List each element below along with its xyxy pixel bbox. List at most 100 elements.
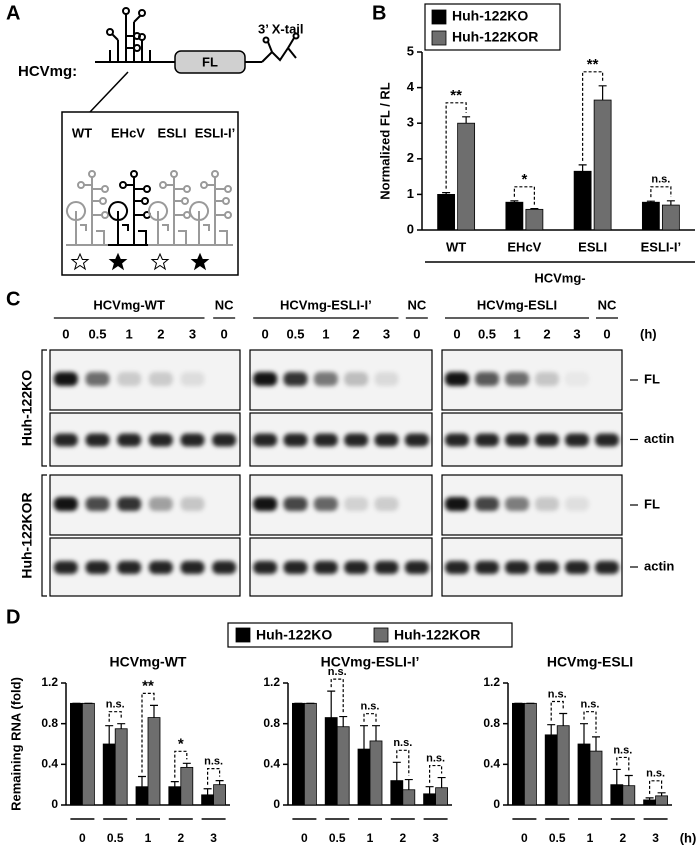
y-tick-label: 1 xyxy=(407,186,414,201)
loop xyxy=(106,28,114,36)
y-tick-label: 1.2 xyxy=(483,675,500,689)
x-tick-label: 0 xyxy=(79,831,86,845)
significance-bracket xyxy=(550,700,564,721)
blot-frame xyxy=(249,349,433,411)
bar xyxy=(641,201,660,231)
legend-label: Huh-122KOR xyxy=(394,627,480,643)
bar xyxy=(573,170,592,231)
error-bar xyxy=(657,792,666,796)
band xyxy=(148,561,173,574)
band xyxy=(53,561,78,574)
bar xyxy=(593,99,612,231)
band xyxy=(505,561,529,574)
band xyxy=(253,372,278,386)
panel-label: C xyxy=(6,288,20,310)
band xyxy=(85,561,110,574)
bar xyxy=(435,787,449,806)
band xyxy=(212,561,237,574)
bar xyxy=(147,717,161,806)
y-tick-label: 0.8 xyxy=(41,716,58,730)
row-label: Huh-122KOR xyxy=(19,492,35,578)
row-bracket xyxy=(41,474,47,597)
bar xyxy=(180,766,194,806)
significance-bracket xyxy=(174,750,188,778)
bar xyxy=(102,743,116,806)
legend-box xyxy=(227,622,513,648)
band xyxy=(253,561,278,574)
error-bar xyxy=(547,724,556,735)
lane-label: 0 xyxy=(62,326,69,341)
band xyxy=(313,433,338,447)
x-tick-label: 0.5 xyxy=(329,831,346,845)
y-tick-label: 1.2 xyxy=(263,675,280,689)
significance-label: * xyxy=(178,735,184,752)
x-tick-label: WT xyxy=(446,239,466,254)
band xyxy=(117,561,142,574)
blot-frame xyxy=(249,412,433,467)
significance-label: n.s. xyxy=(613,744,632,756)
x-tick-label: ESLI xyxy=(578,239,607,254)
band xyxy=(253,433,278,447)
bar xyxy=(201,794,215,806)
error-bar xyxy=(372,725,380,741)
y-tick-label: 0.8 xyxy=(263,716,280,730)
y-tick-label: 5 xyxy=(407,43,414,58)
significance-label: n.s. xyxy=(393,737,412,749)
significance-bracket xyxy=(649,780,663,794)
bar xyxy=(70,702,83,806)
lane-label: 0 xyxy=(603,326,610,341)
tail-label: 3’ X-tail xyxy=(258,21,304,36)
panel-label: D xyxy=(6,606,20,628)
variant-label: ESLI-I’ xyxy=(195,125,235,140)
band xyxy=(445,372,469,386)
loop xyxy=(292,32,300,40)
band xyxy=(535,497,559,511)
band xyxy=(535,561,559,574)
lane-label: 2 xyxy=(543,326,550,341)
variant-label: ESLI xyxy=(158,125,187,140)
y-tick-label: 2 xyxy=(407,150,414,165)
significance-label: * xyxy=(521,171,527,188)
error-bar xyxy=(598,85,607,101)
error-bar xyxy=(182,762,191,768)
error-bar xyxy=(624,774,633,786)
bar xyxy=(369,740,383,806)
error-bar xyxy=(578,164,587,172)
blot-frame xyxy=(249,474,433,536)
x-axis-label: (h) xyxy=(680,830,697,845)
significance-bracket xyxy=(650,186,672,198)
band xyxy=(565,372,589,386)
star-open xyxy=(71,253,89,270)
bar xyxy=(135,786,149,806)
band xyxy=(313,561,338,574)
x-tick-label: EHcV xyxy=(507,239,541,254)
lane-label: 3 xyxy=(189,326,196,341)
y-tick-label: 0.8 xyxy=(483,716,500,730)
significance-label: n.s. xyxy=(426,752,445,764)
band xyxy=(344,497,369,511)
band xyxy=(117,497,142,511)
significance-bracket xyxy=(513,186,535,205)
band xyxy=(374,497,399,511)
legend-swatch xyxy=(373,627,389,643)
band xyxy=(475,497,499,511)
panel-label: B xyxy=(372,2,386,24)
panel-label: A xyxy=(6,2,20,24)
error-bar xyxy=(437,776,446,788)
error-bar xyxy=(646,200,655,203)
significance-bracket xyxy=(108,711,122,722)
legend-swatch xyxy=(235,627,251,643)
band xyxy=(85,372,110,386)
error-bar xyxy=(510,200,519,203)
bar xyxy=(457,122,476,231)
band xyxy=(344,372,369,386)
lane-label: 2 xyxy=(353,326,360,341)
band xyxy=(505,497,529,511)
band xyxy=(445,497,469,511)
lane-label: 3 xyxy=(573,326,580,341)
bar xyxy=(661,204,680,231)
bar xyxy=(643,799,656,806)
band-label: FL xyxy=(644,371,660,386)
loop xyxy=(133,44,141,52)
band xyxy=(148,497,173,511)
